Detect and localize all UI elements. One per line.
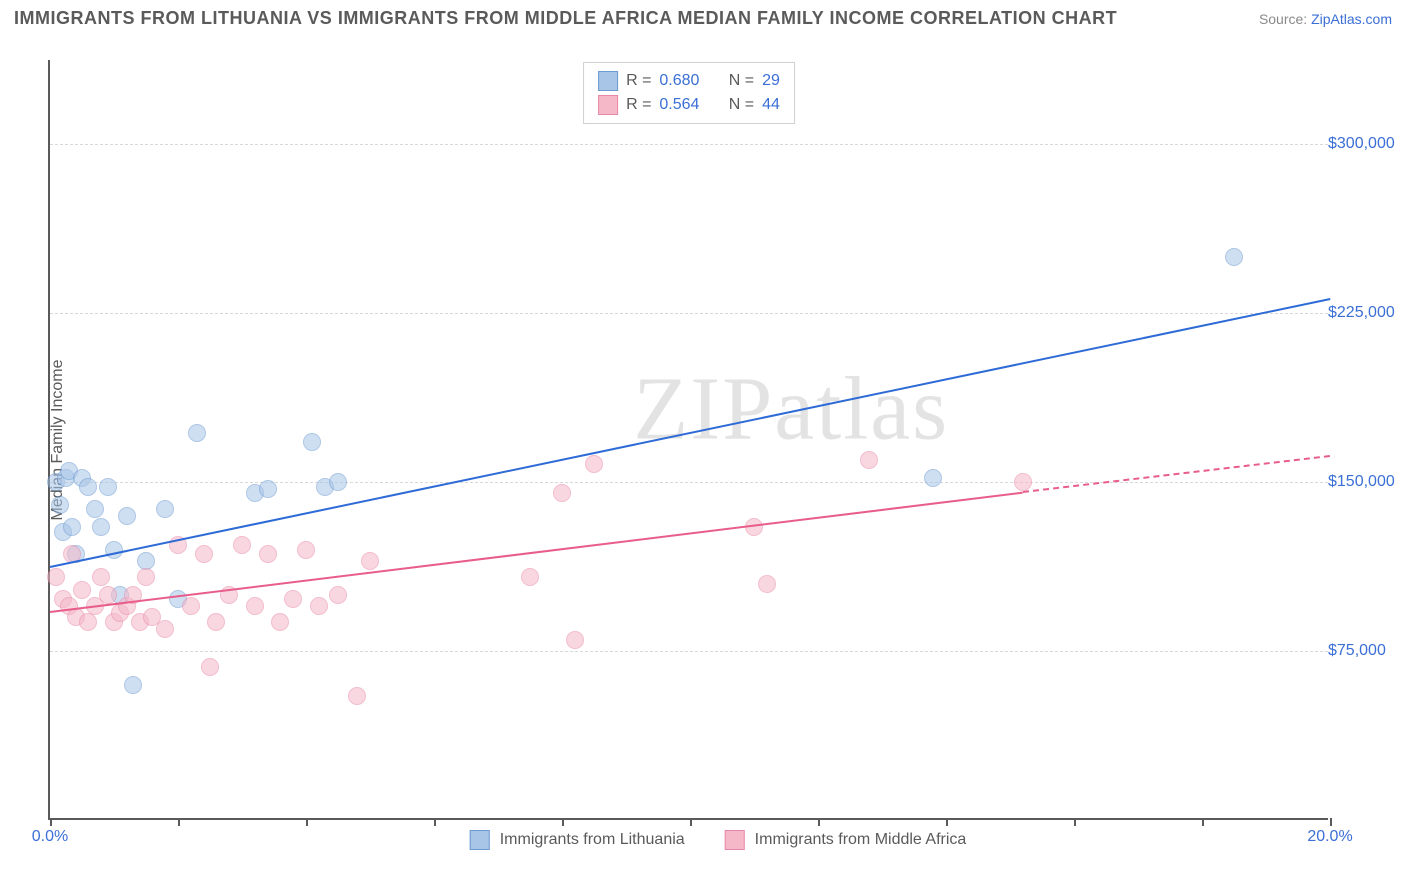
x-tick-mark <box>178 818 180 826</box>
scatter-point <box>79 613 97 631</box>
scatter-point <box>124 676 142 694</box>
x-tick-mark <box>818 818 820 826</box>
x-tick-label: 20.0% <box>1307 828 1352 846</box>
chart-header: IMMIGRANTS FROM LITHUANIA VS IMMIGRANTS … <box>0 0 1406 29</box>
scatter-point <box>182 597 200 615</box>
scatter-point <box>47 568 65 586</box>
scatter-point <box>1014 473 1032 491</box>
x-tick-mark <box>50 818 52 826</box>
source-attribution: Source: ZipAtlas.com <box>1259 11 1392 27</box>
watermark: ZIPatlas <box>633 357 949 460</box>
y-tick-label: $75,000 <box>1328 642 1406 660</box>
scatter-point <box>310 597 328 615</box>
scatter-point <box>99 586 117 604</box>
scatter-point <box>860 451 878 469</box>
legend-row: R = 0.680 N = 29 <box>598 69 780 93</box>
scatter-point <box>105 541 123 559</box>
bottom-legend-item: Immigrants from Middle Africa <box>725 830 967 850</box>
trend-line <box>50 298 1330 568</box>
legend-n-value: 29 <box>762 72 780 90</box>
scatter-point <box>259 545 277 563</box>
scatter-point <box>156 620 174 638</box>
x-tick-mark <box>690 818 692 826</box>
legend-n-label: N = <box>729 96 754 114</box>
x-tick-mark <box>1330 818 1332 826</box>
scatter-point <box>303 433 321 451</box>
scatter-point <box>233 536 251 554</box>
scatter-point <box>758 575 776 593</box>
legend-r-value: 0.564 <box>659 96 699 114</box>
bottom-legend-item: Immigrants from Lithuania <box>470 830 685 850</box>
scatter-point <box>92 568 110 586</box>
gridline-horizontal <box>50 144 1328 145</box>
scatter-point <box>361 552 379 570</box>
legend-r-value: 0.680 <box>659 72 699 90</box>
scatter-point <box>201 658 219 676</box>
y-tick-label: $300,000 <box>1328 135 1406 153</box>
chart-container: Median Family Income ZIPatlas R = 0.680 … <box>48 60 1388 820</box>
scatter-point <box>521 568 539 586</box>
scatter-point <box>329 586 347 604</box>
scatter-point <box>207 613 225 631</box>
series-name: Immigrants from Middle Africa <box>755 831 967 849</box>
legend-swatch <box>598 95 618 115</box>
scatter-point <box>246 597 264 615</box>
scatter-point <box>1225 248 1243 266</box>
gridline-horizontal <box>50 651 1328 652</box>
scatter-point <box>79 478 97 496</box>
scatter-point <box>566 631 584 649</box>
trend-line <box>1023 455 1330 493</box>
scatter-point <box>51 496 69 514</box>
chart-title: IMMIGRANTS FROM LITHUANIA VS IMMIGRANTS … <box>14 8 1117 29</box>
x-tick-mark <box>946 818 948 826</box>
y-tick-label: $150,000 <box>1328 473 1406 491</box>
legend-r-label: R = <box>626 72 651 90</box>
scatter-point <box>188 424 206 442</box>
legend-swatch <box>598 71 618 91</box>
scatter-point <box>118 507 136 525</box>
scatter-point <box>73 581 91 599</box>
scatter-point <box>284 590 302 608</box>
x-tick-mark <box>562 818 564 826</box>
legend-n-value: 44 <box>762 96 780 114</box>
series-legend: Immigrants from Lithuania Immigrants from… <box>470 830 967 850</box>
legend-swatch <box>725 830 745 850</box>
gridline-horizontal <box>50 482 1328 483</box>
y-tick-label: $225,000 <box>1328 304 1406 322</box>
x-tick-mark <box>1202 818 1204 826</box>
scatter-point <box>297 541 315 559</box>
series-name: Immigrants from Lithuania <box>500 831 685 849</box>
x-tick-label: 0.0% <box>32 828 68 846</box>
scatter-point <box>63 518 81 536</box>
legend-row: R = 0.564 N = 44 <box>598 93 780 117</box>
scatter-point <box>92 518 110 536</box>
scatter-point <box>195 545 213 563</box>
scatter-point <box>259 480 277 498</box>
scatter-point <box>585 455 603 473</box>
scatter-point <box>329 473 347 491</box>
scatter-point <box>348 687 366 705</box>
source-link[interactable]: ZipAtlas.com <box>1311 11 1392 27</box>
scatter-point <box>99 478 117 496</box>
legend-n-label: N = <box>729 72 754 90</box>
scatter-point <box>156 500 174 518</box>
scatter-point <box>271 613 289 631</box>
x-tick-mark <box>434 818 436 826</box>
gridline-horizontal <box>50 313 1328 314</box>
correlation-legend: R = 0.680 N = 29R = 0.564 N = 44 <box>583 62 795 124</box>
x-tick-mark <box>306 818 308 826</box>
plot-area: ZIPatlas R = 0.680 N = 29R = 0.564 N = 4… <box>48 60 1328 820</box>
scatter-point <box>137 568 155 586</box>
scatter-point <box>924 469 942 487</box>
scatter-point <box>553 484 571 502</box>
scatter-point <box>86 500 104 518</box>
x-tick-mark <box>1074 818 1076 826</box>
legend-r-label: R = <box>626 96 651 114</box>
legend-swatch <box>470 830 490 850</box>
